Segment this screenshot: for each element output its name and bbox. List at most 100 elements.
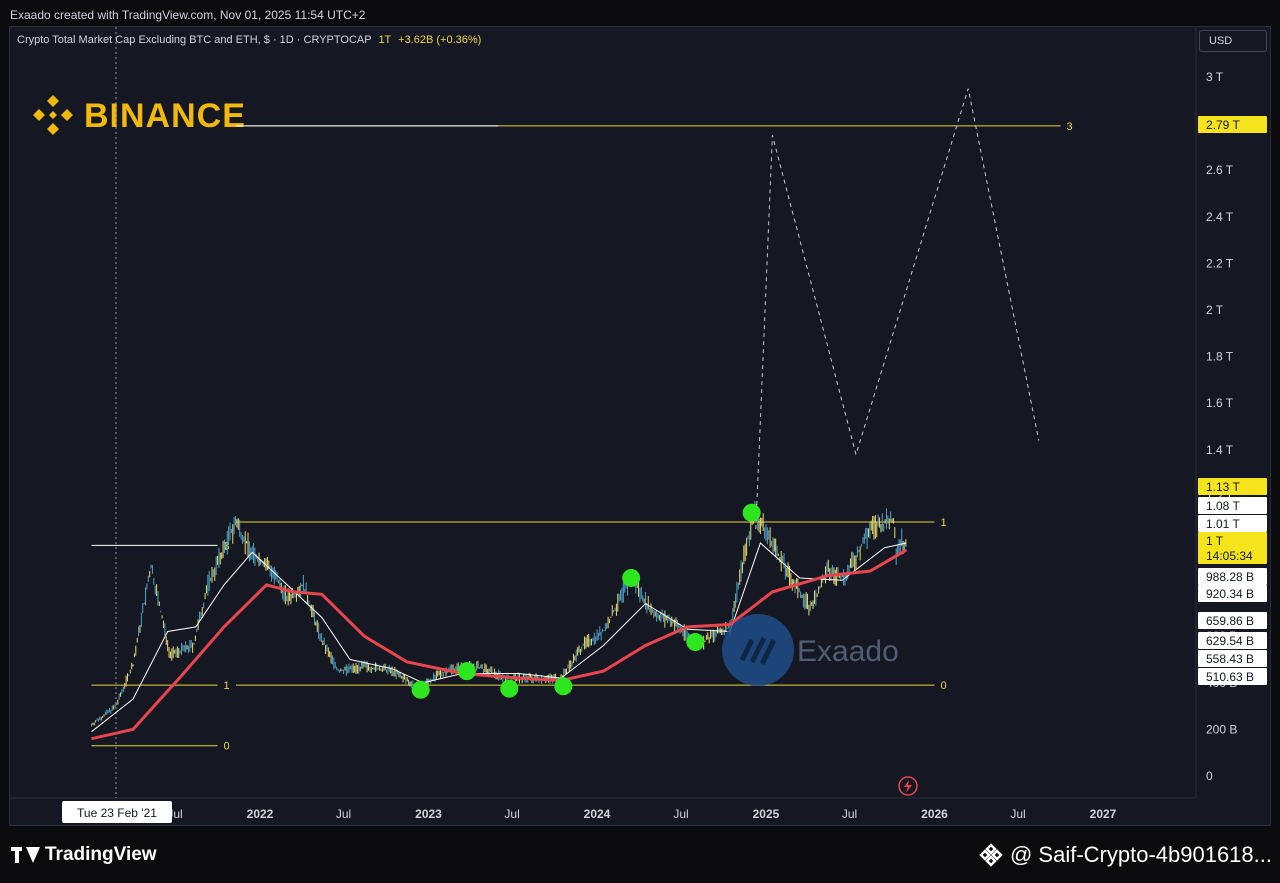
- price-badge-text: 1.08 T: [1206, 499, 1240, 513]
- binance-wordmark: BINANCE: [84, 97, 246, 135]
- binance-diamond-part: [33, 109, 45, 121]
- time-axis-tick: 2023: [415, 807, 442, 821]
- price-badge: 988.28 B: [1198, 568, 1267, 585]
- time-axis-tick: 2024: [584, 807, 611, 821]
- price-badge-bg: [1198, 632, 1267, 649]
- crosshair-date-text: Tue 23 Feb '21: [77, 806, 157, 820]
- time-axis-tick: Jul: [673, 807, 688, 821]
- alert-lightning-bolt: [904, 780, 912, 793]
- binance-diamond-icon: [979, 843, 1003, 867]
- crosshair-date-bg: [62, 801, 172, 823]
- price-axis-tick: 0: [1206, 769, 1213, 783]
- price-badge: 1.01 T: [1198, 515, 1267, 532]
- price-badge-text: 629.54 B: [1206, 634, 1254, 648]
- time-axis-tick: Jul: [336, 807, 351, 821]
- price-badge-bg: [1198, 515, 1267, 532]
- fib-level-label: 3: [224, 540, 230, 552]
- plot-area: 3 1 0 3 1 0: [90, 27, 1073, 798]
- price-axis-tick: 3 T: [1206, 70, 1224, 84]
- attribution-text: Exaado created with TradingView.com, Nov…: [10, 8, 366, 22]
- fib-level-label: 0: [224, 741, 230, 753]
- projection-path: [755, 88, 1040, 530]
- price-axis-tick: 2.6 T: [1206, 163, 1234, 177]
- fib-level-label: 3: [1067, 121, 1073, 133]
- price-badge-bg: [1198, 585, 1267, 602]
- price-badge: 510.63 B: [1198, 668, 1267, 685]
- binance-center: [49, 111, 57, 119]
- price-badge: 659.86 B: [1198, 612, 1267, 629]
- price-badge-text: 558.43 B: [1206, 652, 1254, 666]
- fib-level-label: 1: [224, 680, 230, 692]
- last-value: 1T: [378, 34, 392, 46]
- price-badge-bg: [1198, 478, 1267, 495]
- price-badge: 1 T14:05:34: [1198, 532, 1267, 564]
- bottom-marker-dot: [411, 680, 430, 699]
- fib-level-label: 1: [940, 517, 946, 529]
- time-axis-tick: 2025: [753, 807, 780, 821]
- bottom-marker-dot: [622, 568, 641, 587]
- author-handle: @ Saif-Crypto-4b901618...: [1009, 842, 1272, 867]
- price-badge: 1.13 T: [1198, 478, 1267, 495]
- time-axis-tick: 2022: [247, 807, 274, 821]
- price-axis-tick: 2.2 T: [1206, 256, 1234, 270]
- chart-pane[interactable]: [9, 26, 1271, 826]
- time-axis-tick: Jul: [1010, 807, 1025, 821]
- price-badge-bg: [1198, 612, 1267, 629]
- crosshair-date-label: Tue 23 Feb '21: [62, 801, 172, 823]
- bottom-marker-dot: [554, 677, 573, 696]
- time-axis-tick: Jul: [504, 807, 519, 821]
- price-badge: 920.34 B: [1198, 585, 1267, 602]
- symbol-legend: Crypto Total Market Cap Excluding BTC an…: [17, 34, 481, 46]
- binance-diamond-part: [47, 123, 59, 135]
- bottom-marker-dot: [500, 679, 519, 698]
- price-badge-text: 659.86 B: [1206, 614, 1254, 628]
- binance-diamond-part: [47, 95, 59, 107]
- price-badge: 2.79 T: [1198, 116, 1267, 133]
- ma-slow-line: [91, 548, 908, 741]
- price-axis-tick: 200 B: [1206, 722, 1237, 736]
- price-badge: 1.08 T: [1198, 497, 1267, 514]
- bottom-marker-dot: [742, 503, 761, 522]
- price-badge-text: 510.63 B: [1206, 670, 1254, 684]
- tradingview-mark-icon: [11, 847, 40, 863]
- price-axis-tick: 1.6 T: [1206, 396, 1234, 410]
- tradingview-wordmark: TradingView: [45, 844, 157, 865]
- bottom-marker-dot: [457, 662, 476, 681]
- tradingview-logo[interactable]: TradingView: [11, 844, 157, 866]
- exaado-watermark: Exaado: [722, 614, 899, 686]
- price-axis-tick: 1.4 T: [1206, 443, 1234, 457]
- price-axis-tick: 2.4 T: [1206, 210, 1234, 224]
- time-axis-tick: 2026: [921, 807, 948, 821]
- price-badge-bg: [1198, 532, 1267, 564]
- price-axis-tick: 2 T: [1206, 303, 1224, 317]
- binance-logo: BINANCE: [33, 95, 246, 135]
- currency-button[interactable]: USD: [1199, 30, 1267, 52]
- price-badge-countdown: 14:05:34: [1206, 549, 1253, 563]
- price-badge-text: 1 T: [1206, 534, 1224, 548]
- price-badge-bg: [1198, 668, 1267, 685]
- price-badge-bg: [1198, 650, 1267, 667]
- price-badge-bg: [1198, 497, 1267, 514]
- price-badge-bg: [1198, 568, 1267, 585]
- binance-diamond-part: [61, 109, 73, 121]
- price-axis-tick: 1.8 T: [1206, 350, 1234, 364]
- bottom-marker-dot: [686, 633, 705, 652]
- price-badge-text: 920.34 B: [1206, 587, 1254, 601]
- time-axis-tick: Jul: [842, 807, 857, 821]
- price-badge-text: 2.79 T: [1206, 118, 1240, 132]
- price-badge-text: 1.01 T: [1206, 517, 1240, 531]
- exaado-wordmark: Exaado: [797, 635, 899, 668]
- price-badge: 558.43 B: [1198, 650, 1267, 667]
- author-credit: @ Saif-Crypto-4b901618...: [978, 842, 1272, 868]
- price-badge: 629.54 B: [1198, 632, 1267, 649]
- symbol-title: Crypto Total Market Cap Excluding BTC an…: [17, 34, 372, 46]
- fib-level-label: 0: [940, 680, 946, 692]
- price-badge-text: 1.13 T: [1206, 480, 1240, 494]
- exaado-logo-icon: [739, 636, 777, 666]
- price-badge-text: 988.28 B: [1206, 570, 1254, 584]
- candles: [90, 501, 907, 727]
- alert-lightning-icon: [898, 776, 918, 796]
- time-axis-tick: 2027: [1090, 807, 1117, 821]
- price-badge-bg: [1198, 116, 1267, 133]
